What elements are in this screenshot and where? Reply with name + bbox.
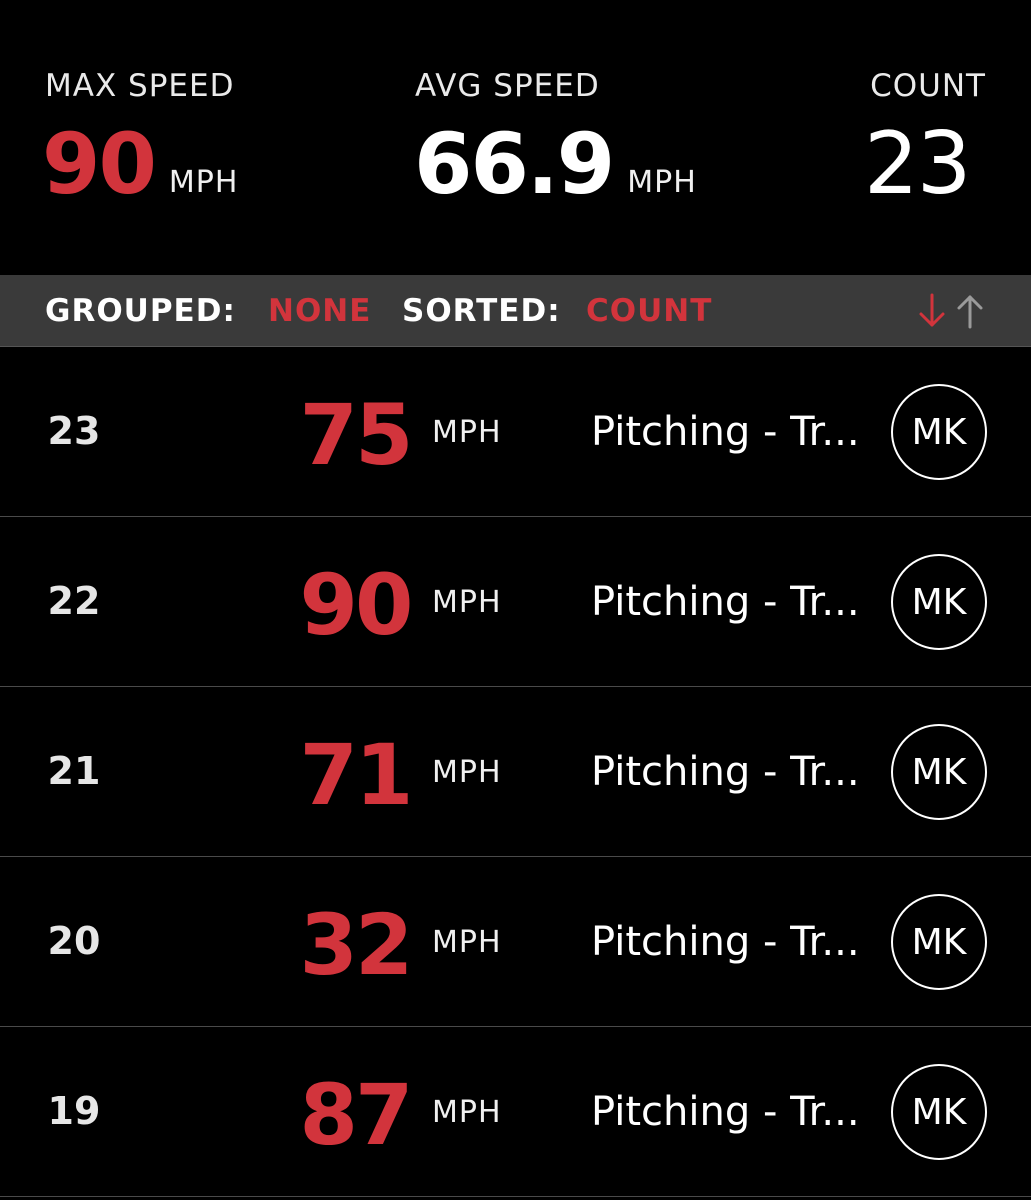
row-activity: Pitching - Tr... — [591, 409, 860, 455]
avatar-initials: MK — [911, 921, 967, 963]
avatar[interactable]: MK — [891, 1064, 987, 1160]
row-count: 22 — [47, 579, 101, 623]
filter-bar: GROUPED: NONE SORTED: COUNT — [0, 275, 1031, 347]
sorted-label: SORTED: — [402, 293, 561, 329]
row-speed-unit: MPH — [432, 1095, 502, 1130]
row-speed: 71 — [299, 726, 414, 824]
avatar-initials: MK — [911, 751, 967, 793]
count-value: 23 — [864, 114, 971, 214]
avg-speed-unit: MPH — [627, 165, 697, 200]
row-speed: 90 — [299, 556, 414, 654]
sorted-value-button[interactable]: COUNT — [586, 293, 713, 329]
max-speed-stat: 90 MPH — [42, 116, 238, 212]
list-item[interactable]: 19 87 MPH Pitching - Tr... MK — [0, 1027, 1031, 1197]
avg-speed-label: AVG SPEED — [415, 68, 600, 104]
list-item[interactable]: 22 90 MPH Pitching - Tr... MK — [0, 517, 1031, 687]
avatar[interactable]: MK — [891, 894, 987, 990]
row-activity: Pitching - Tr... — [591, 1089, 860, 1135]
list-item[interactable]: 20 32 MPH Pitching - Tr... MK — [0, 857, 1031, 1027]
avatar[interactable]: MK — [891, 554, 987, 650]
avg-speed-stat: 66.9 MPH — [414, 116, 697, 212]
list-item[interactable]: 21 71 MPH Pitching - Tr... MK — [0, 687, 1031, 857]
row-count: 19 — [47, 1089, 101, 1133]
row-count: 20 — [47, 919, 101, 963]
avg-speed-value: 66.9 — [414, 115, 615, 213]
list-item[interactable]: 23 75 MPH Pitching - Tr... MK — [0, 347, 1031, 517]
row-activity: Pitching - Tr... — [591, 579, 860, 625]
avatar-initials: MK — [911, 1091, 967, 1133]
row-activity: Pitching - Tr... — [591, 919, 860, 965]
arrow-up-icon[interactable] — [955, 291, 985, 331]
max-speed-unit: MPH — [168, 165, 239, 200]
row-count: 23 — [47, 409, 101, 453]
grouped-value-button[interactable]: NONE — [268, 293, 372, 329]
row-count: 21 — [47, 749, 101, 793]
row-speed-unit: MPH — [432, 585, 502, 620]
row-speed: 87 — [299, 1066, 414, 1164]
avatar-initials: MK — [911, 411, 967, 453]
row-activity: Pitching - Tr... — [591, 749, 860, 795]
max-speed-value: 90 — [42, 115, 157, 213]
pitch-list: 23 75 MPH Pitching - Tr... MK 22 90 MPH … — [0, 347, 1031, 1197]
grouped-label: GROUPED: — [45, 293, 236, 329]
row-speed-unit: MPH — [432, 415, 502, 450]
row-speed: 32 — [299, 896, 414, 994]
sort-direction-toggle[interactable] — [917, 291, 985, 331]
max-speed-label: MAX SPEED — [45, 68, 235, 104]
count-label: COUNT — [870, 68, 986, 104]
row-speed: 75 — [299, 386, 414, 484]
avatar[interactable]: MK — [891, 724, 987, 820]
row-speed-unit: MPH — [432, 755, 502, 790]
row-speed-unit: MPH — [432, 925, 502, 960]
arrow-down-icon[interactable] — [917, 291, 947, 331]
avatar-initials: MK — [911, 581, 967, 623]
summary-header: MAX SPEED 90 MPH AVG SPEED 66.9 MPH COUNT … — [0, 0, 1031, 275]
avatar[interactable]: MK — [891, 384, 987, 480]
